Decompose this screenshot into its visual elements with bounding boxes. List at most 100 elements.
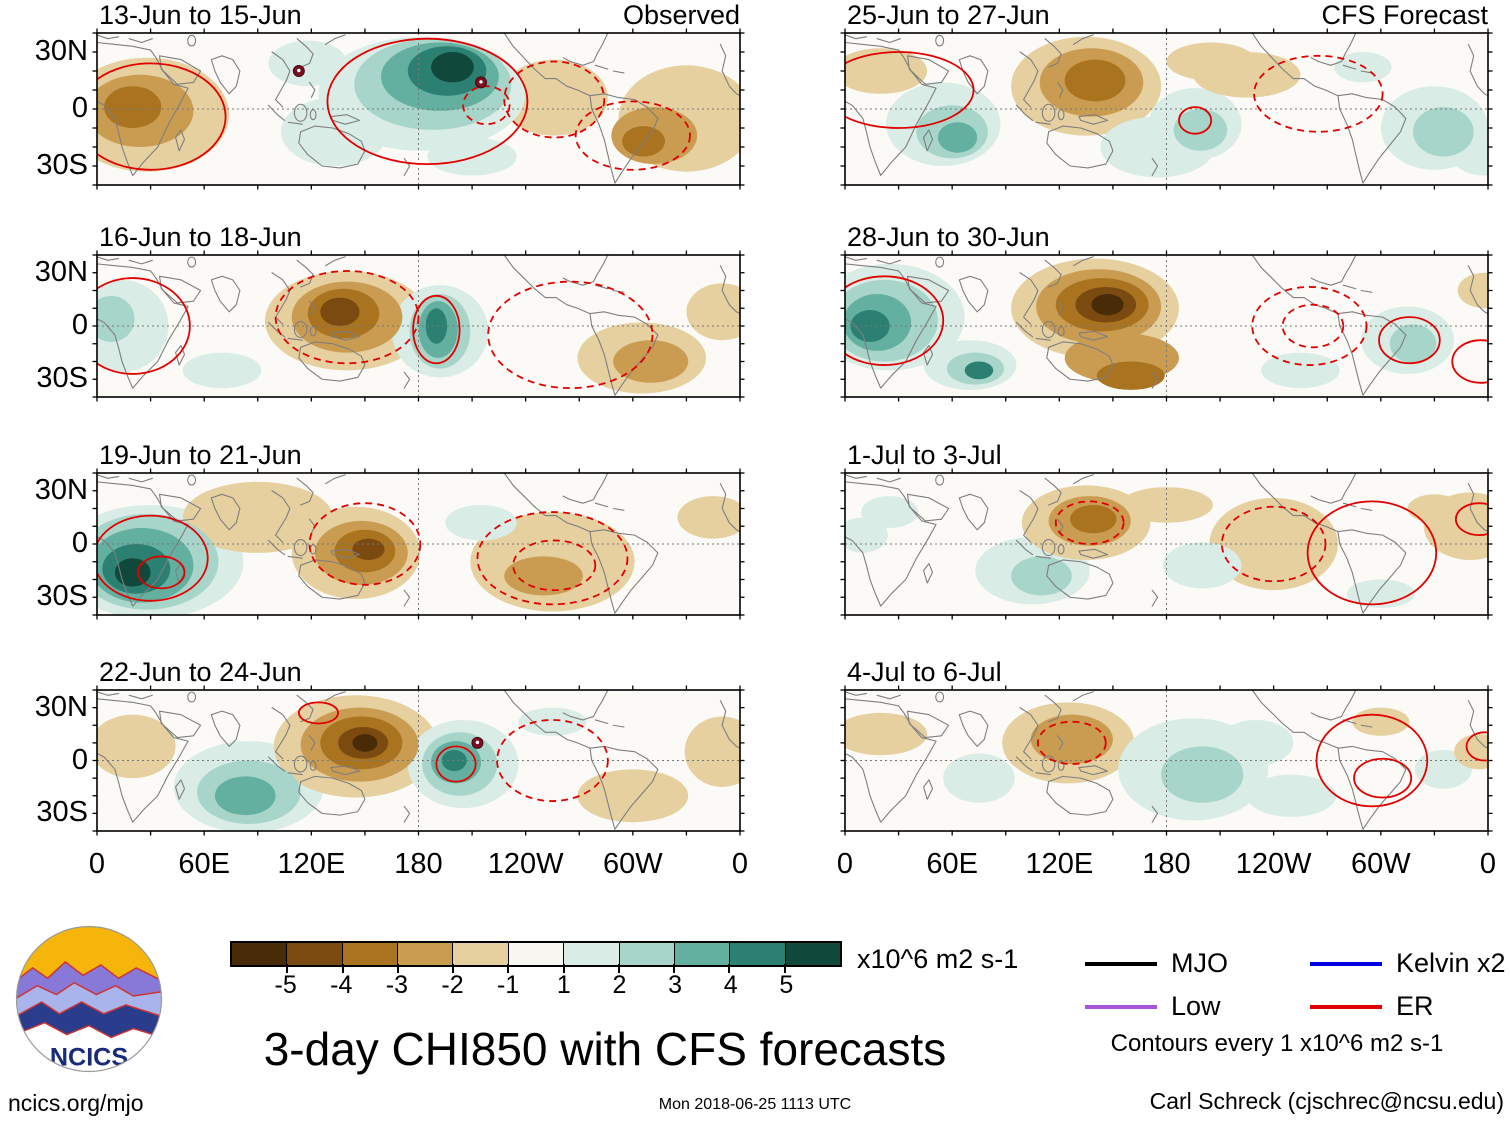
colorbar-tick xyxy=(341,964,344,973)
colorbar-level-label: -5 xyxy=(274,971,297,999)
map-canvas xyxy=(92,468,745,620)
colorbar-tick xyxy=(617,964,620,973)
colorbar-level-label: -1 xyxy=(497,971,520,999)
colorbar-segment xyxy=(397,943,453,965)
colorbar-level-label: 2 xyxy=(612,971,627,999)
contour-interval-note: Contours every 1 x10^6 m2 s-1 xyxy=(1110,1030,1444,1057)
panel-date-range: 13-Jun to 15-Jun xyxy=(99,0,302,30)
colorbar-segment xyxy=(673,943,730,965)
colorbar-level-label: 3 xyxy=(668,971,683,999)
x-tick-label: 0 xyxy=(88,848,106,880)
map-panel-forecast-2: 28-Jun to 30-Jun xyxy=(840,222,1493,402)
colorbar-tick xyxy=(286,964,289,973)
logo-snow xyxy=(16,1021,162,1072)
x-axis-left: 0 60E 120E 180 120W 60W 0 xyxy=(89,848,748,886)
colorbar-segment xyxy=(507,943,564,965)
legend-item-kelvin: Kelvin x2 xyxy=(1310,948,1506,979)
panel-date-range: 1-Jul to 3-Jul xyxy=(847,440,1002,470)
colorbar-bar xyxy=(230,941,842,973)
er-line-swatch xyxy=(1310,1004,1382,1009)
y-tick-label: 30N xyxy=(34,473,88,506)
colorbar-segment xyxy=(452,943,508,965)
map-canvas xyxy=(92,685,745,836)
map-canvas xyxy=(840,468,1493,620)
x-tick-label: 0 xyxy=(836,848,854,880)
panel-date-range: 25-Jun to 27-Jun xyxy=(847,0,1050,30)
legend-label: MJO xyxy=(1171,948,1228,978)
legend-item-mjo: MJO xyxy=(1085,948,1228,979)
y-tick-label: 30S xyxy=(36,580,88,613)
y-tick-label: 0 xyxy=(71,527,88,559)
panel-date-range: 19-Jun to 21-Jun xyxy=(99,440,302,470)
footer-url: ncics.org/mjo xyxy=(8,1090,144,1116)
legend-label: Kelvin x2 xyxy=(1396,948,1506,978)
map-canvas xyxy=(840,28,1493,190)
map-canvas xyxy=(92,28,745,190)
colorbar-segment xyxy=(286,943,342,965)
colorbar: -5 -4 -3 -2 -1 1 2 3 4 5 xyxy=(230,941,842,1001)
panel-date-range: 4-Jul to 6-Jul xyxy=(847,657,1002,687)
colorbar-segment xyxy=(563,943,619,965)
legend-label: Low xyxy=(1171,991,1221,1021)
observed-label: Observed xyxy=(622,0,740,30)
colorbar-level-label: 1 xyxy=(556,971,571,999)
colorbar-tick xyxy=(452,964,455,973)
kelvin-line-swatch xyxy=(1310,961,1382,966)
map-panel-observed-2: 16-Jun to 18-Jun xyxy=(92,222,745,402)
legend-label: ER xyxy=(1396,991,1434,1021)
colorbar-segment xyxy=(341,943,398,965)
x-axis-right: 0 60E 120E 180 120W 60W 0 xyxy=(837,848,1496,886)
colorbar-units: x10^6 m2 s-1 xyxy=(857,944,1019,974)
x-tick-label: 180 xyxy=(1142,848,1191,880)
ncics-logo: NCICS xyxy=(15,925,163,1073)
colorbar-segment xyxy=(618,943,674,965)
legend-item-er: ER xyxy=(1310,991,1434,1022)
map-panel-observed-3: 19-Jun to 21-Jun xyxy=(92,440,745,620)
y-tick-label: 0 xyxy=(71,743,88,776)
map-panel-observed-1: 13-Jun to 15-Jun Observed xyxy=(92,0,745,190)
colorbar-tick xyxy=(396,964,399,973)
colorbar-level-label: -4 xyxy=(330,971,353,999)
map-canvas xyxy=(840,250,1493,402)
map-panel-forecast-4: 4-Jul to 6-Jul xyxy=(840,657,1493,836)
low-line-swatch xyxy=(1085,1004,1157,1009)
panel-date-range: 16-Jun to 18-Jun xyxy=(99,222,302,252)
colorbar-level-label: -2 xyxy=(441,971,464,999)
x-tick-label: 120E xyxy=(1025,848,1094,880)
x-tick-label: 60E xyxy=(926,848,978,880)
page-title: 3-day CHI850 with CFS forecasts xyxy=(263,1023,947,1075)
y-tick-label: 30N xyxy=(34,690,88,723)
colorbar-level-label: 4 xyxy=(723,971,738,999)
mjo-line-swatch xyxy=(1085,961,1157,966)
map-canvas xyxy=(840,685,1493,836)
footer-timestamp: Mon 2018-06-25 1113 UTC xyxy=(658,1096,852,1113)
footer-author: Carl Schreck (cjschrec@ncsu.edu) xyxy=(1149,1088,1504,1114)
x-tick-label: 180 xyxy=(394,848,443,880)
panel-date-range: 22-Jun to 24-Jun xyxy=(99,657,302,687)
colorbar-tick xyxy=(783,964,786,973)
colorbar-tick xyxy=(728,964,731,973)
x-tick-label: 120W xyxy=(1235,848,1312,880)
colorbar-labels: -5 -4 -3 -2 -1 1 2 3 4 5 xyxy=(230,971,842,1001)
legend-item-low: Low xyxy=(1085,991,1221,1022)
colorbar-tick xyxy=(507,964,510,973)
logo-text: NCICS xyxy=(50,1044,128,1072)
x-tick-label: 0 xyxy=(731,848,749,880)
colorbar-level-label: -3 xyxy=(385,971,409,999)
colorbar-segment xyxy=(729,943,785,965)
x-tick-label: 60E xyxy=(178,848,230,880)
y-tick-label: 30N xyxy=(34,35,88,67)
y-tick-label: 0 xyxy=(71,92,88,124)
x-tick-label: 60W xyxy=(603,848,663,880)
map-panel-observed-4: 22-Jun to 24-Jun xyxy=(92,657,745,836)
y-tick-label: 30N xyxy=(34,255,88,288)
colorbar-tick xyxy=(562,964,565,973)
logo-ring xyxy=(15,925,163,1073)
colorbar-segment xyxy=(784,943,840,965)
x-tick-label: 60W xyxy=(1351,848,1411,880)
x-tick-label: 0 xyxy=(1479,848,1497,880)
colorbar-segment xyxy=(232,943,287,965)
forecast-label: CFS Forecast xyxy=(1321,0,1488,30)
panel-date-range: 28-Jun to 30-Jun xyxy=(847,222,1050,252)
map-panel-forecast-1: 25-Jun to 27-Jun CFS Forecast xyxy=(840,0,1493,190)
